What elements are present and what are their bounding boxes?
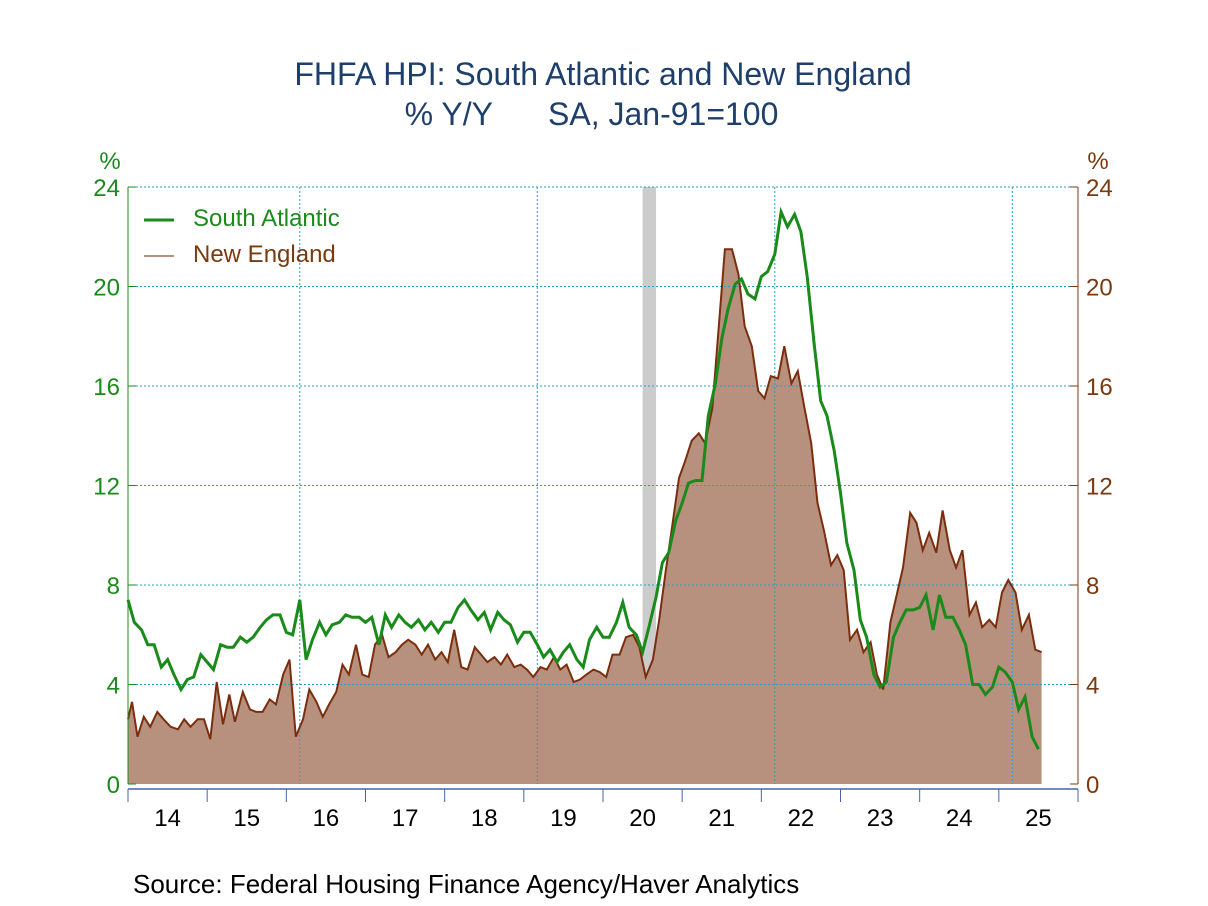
new-england-line [127,248,1042,740]
x-tick-label: 14 [154,805,181,832]
x-tick-label: 25 [1025,805,1052,832]
x-tick-label: 24 [946,805,973,832]
left-tick-label: 12 [93,474,120,501]
x-tick-label: 15 [233,805,260,832]
right-tick-label: 16 [1086,374,1113,401]
x-tick-label: 18 [471,805,498,832]
legend: South Atlantic New England [144,205,340,268]
right-tick-label: 20 [1086,275,1113,302]
source-note: Source: Federal Housing Finance Agency/H… [133,869,799,899]
chart-title-group: FHFA HPI: South Atlantic and New England… [294,56,911,132]
left-axis-unit: % [99,148,120,175]
x-tick-label: 17 [392,805,419,832]
left-tick-label: 4 [107,673,120,700]
x-tick-label: 16 [313,805,340,832]
series-lines-layer [126,206,1042,750]
new-england-area [128,249,1042,784]
legend-label-south-atlantic: South Atlantic [193,205,340,232]
x-tick-label: 22 [788,805,815,832]
left-tick-label: 24 [93,175,120,202]
legend-label-new-england: New England [193,241,336,268]
right-axis-unit: % [1087,148,1108,175]
left-tick-label: 0 [107,772,120,799]
x-tick-label: 23 [867,805,894,832]
chart-subtitle-right: SA, Jan-91=100 [548,96,778,132]
right-tick-label: 8 [1086,573,1099,600]
axes-layer: 0 0 4 4 8 8 12 12 16 16 20 20 24 24 14 15 16 17 18 19 20 21 22… [93,175,1112,832]
left-tick-label: 20 [93,275,120,302]
new-england-area-layer [128,249,1042,784]
right-tick-label: 4 [1086,673,1099,700]
right-tick-label: 12 [1086,474,1113,501]
right-tick-label: 0 [1086,772,1099,799]
x-tick-label: 21 [708,805,735,832]
left-tick-label: 16 [93,374,120,401]
chart-subtitle-left: % Y/Y [405,96,493,132]
x-tick-label: 19 [550,805,577,832]
chart-title: FHFA HPI: South Atlantic and New England [294,56,911,92]
left-tick-label: 8 [107,573,120,600]
right-tick-label: 24 [1086,175,1113,202]
x-tick-label: 20 [629,805,656,832]
south-atlantic-line [126,206,1040,750]
